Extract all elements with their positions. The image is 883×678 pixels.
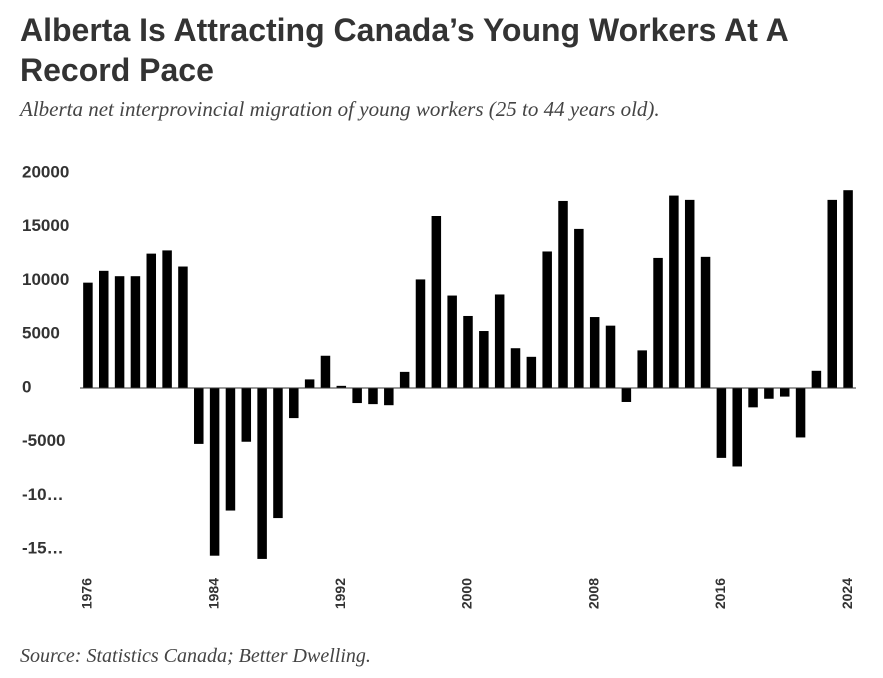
bar	[209, 388, 220, 556]
bar	[83, 282, 93, 388]
x-tick-label: 1984	[205, 578, 221, 609]
bar	[399, 371, 410, 388]
bar	[194, 388, 204, 444]
bar	[289, 388, 299, 419]
y-tick-label: 10000	[22, 270, 69, 289]
bar	[431, 216, 442, 388]
bar	[827, 199, 837, 388]
bar	[684, 199, 695, 388]
bar	[764, 388, 774, 399]
bar	[574, 228, 584, 388]
bar	[336, 385, 347, 388]
y-tick-label: 20000	[22, 162, 69, 181]
bar	[732, 388, 742, 467]
x-tick-label: 1992	[332, 578, 348, 609]
bar	[114, 276, 125, 388]
bar	[653, 257, 663, 388]
bar	[447, 295, 457, 388]
bar	[843, 190, 853, 388]
bar	[273, 388, 283, 519]
bar	[542, 251, 552, 388]
bar	[621, 388, 632, 402]
bar	[779, 388, 790, 397]
chart: 20000 15000 10000 5000 0 -5000 -10… -15… 1976 198…	[22, 162, 856, 609]
chart-title: Alberta Is Attracting Canada’s Young Wor…	[20, 12, 788, 88]
bar	[637, 350, 647, 388]
y-tick-label: 5000	[22, 324, 60, 343]
bar	[558, 200, 568, 388]
bar	[589, 317, 600, 388]
y-tick-label: -10…	[22, 485, 64, 504]
y-tick-label: -5000	[22, 431, 65, 450]
bar	[700, 256, 711, 388]
bar	[479, 331, 489, 388]
bar	[748, 388, 758, 408]
bar	[368, 388, 378, 405]
bar	[795, 388, 806, 438]
bar	[384, 388, 394, 406]
bar	[146, 253, 157, 388]
chart-subtitle: Alberta net interprovincial migration of…	[20, 97, 660, 121]
bar	[494, 294, 505, 388]
y-tick-label: -15…	[22, 539, 64, 558]
bar	[811, 370, 822, 388]
bar	[510, 348, 521, 388]
bar	[352, 388, 362, 404]
x-tick-label: 2008	[585, 578, 601, 609]
bar	[716, 388, 727, 458]
bar	[304, 379, 315, 388]
x-tick-label: 2000	[459, 578, 475, 609]
bar	[162, 250, 172, 388]
source-note: Source: Statistics Canada; Better Dwelli…	[20, 645, 371, 667]
y-tick-label: 0	[22, 377, 31, 396]
bar	[320, 355, 331, 388]
bar	[463, 315, 473, 388]
y-tick-label: 15000	[22, 216, 69, 235]
bar	[178, 266, 188, 388]
bar	[526, 356, 537, 388]
bar	[99, 270, 109, 388]
x-tick-label: 2024	[839, 578, 855, 609]
bar	[225, 388, 236, 511]
bar	[415, 279, 426, 388]
bar	[669, 195, 679, 388]
bar	[241, 388, 252, 442]
bar	[130, 276, 141, 388]
bar	[257, 388, 267, 559]
x-tick-label: 2016	[712, 578, 728, 609]
bar	[605, 325, 616, 388]
x-tick-label: 1976	[79, 578, 95, 609]
